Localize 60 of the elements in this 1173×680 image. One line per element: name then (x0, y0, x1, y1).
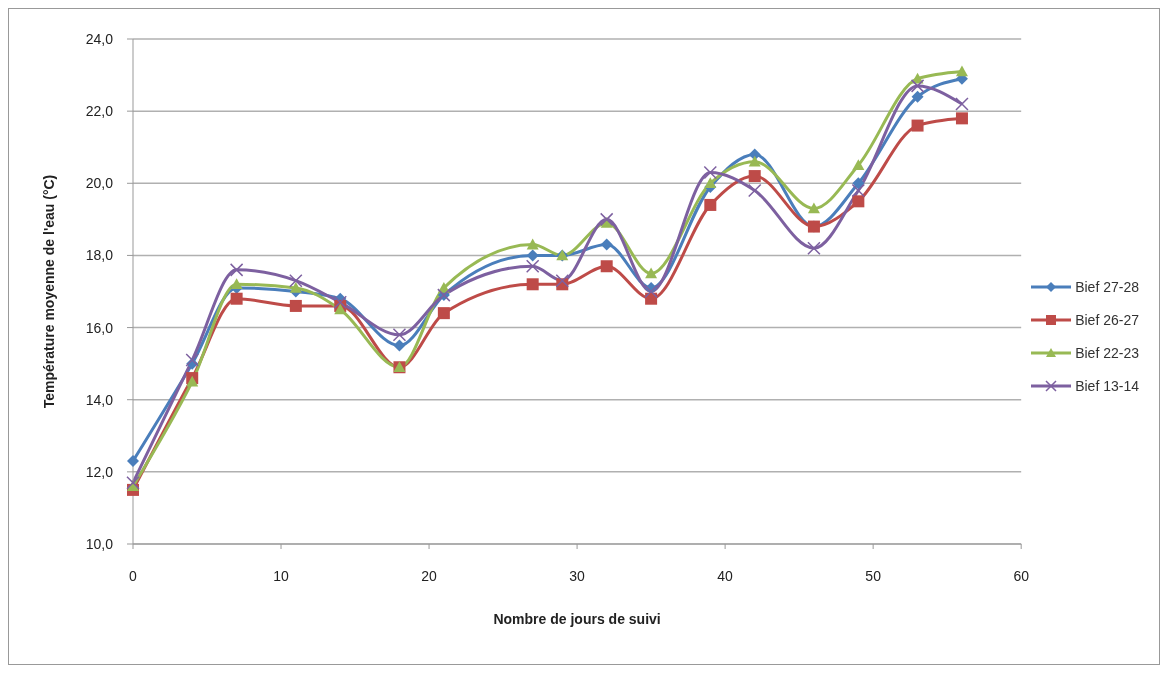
point (526, 238, 539, 250)
point (437, 307, 450, 320)
x-axis-title: Nombre de jours de suivi (493, 611, 661, 627)
y-axis-title: Température moyenne de l'eau (°C) (40, 174, 57, 409)
x-tick-label: 20 (421, 567, 438, 584)
point (230, 278, 243, 290)
legend-label: Bief 26-27 (1075, 312, 1139, 328)
legend-label: Bief 22-23 (1075, 345, 1139, 361)
point (525, 259, 540, 273)
y-tick-label: 14,0 (85, 391, 114, 408)
y-tick-label: 12,0 (85, 463, 114, 480)
y-tick-label: 24,0 (85, 30, 114, 47)
point (807, 202, 820, 214)
point (851, 183, 866, 198)
point (289, 281, 302, 293)
point (955, 65, 968, 77)
point (644, 284, 658, 299)
point (126, 475, 140, 490)
point (645, 267, 658, 279)
point (526, 278, 539, 291)
point (911, 119, 924, 132)
x-tick-label: 0 (129, 567, 138, 584)
point (333, 295, 347, 310)
point (748, 170, 761, 183)
point (127, 455, 139, 468)
x-tick-label: 30 (569, 567, 586, 584)
point (852, 159, 865, 171)
point (185, 353, 199, 367)
point (748, 155, 761, 167)
point (392, 328, 407, 342)
point (852, 195, 865, 208)
point (600, 260, 613, 273)
point (910, 79, 925, 93)
point (599, 212, 614, 227)
point (704, 198, 717, 211)
point (229, 263, 244, 277)
point (955, 97, 969, 111)
point (911, 90, 924, 103)
y-tick-label: 10,0 (85, 535, 114, 552)
point (703, 165, 718, 180)
point (955, 112, 968, 125)
x-tick-label: 50 (865, 567, 882, 584)
point (230, 292, 243, 305)
point (289, 299, 302, 312)
point (807, 241, 821, 255)
point (555, 273, 570, 288)
point (393, 339, 406, 352)
x-tick-label: 10 (273, 567, 290, 584)
point (852, 177, 865, 190)
point (289, 273, 303, 288)
point (600, 238, 613, 251)
x-tick-label: 40 (717, 567, 734, 584)
y-tick-label: 20,0 (85, 175, 114, 192)
y-tick-label: 16,0 (85, 319, 114, 336)
point (704, 177, 717, 189)
x-tick-label: 60 (1013, 567, 1030, 584)
y-tick-label: 22,0 (85, 103, 114, 120)
y-tick-label: 18,0 (85, 247, 114, 264)
legend-label: Bief 13-14 (1075, 378, 1139, 394)
legend-label: Bief 27-28 (1075, 279, 1139, 295)
